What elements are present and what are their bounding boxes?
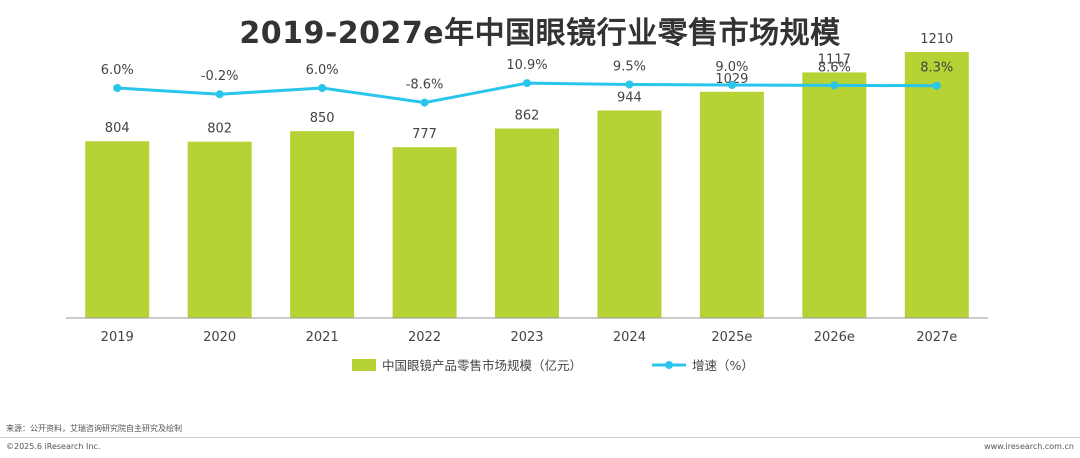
bar-value-label: 1210 — [920, 32, 953, 47]
chart-title: 2019-2027e年中国眼镜行业零售市场规模 — [239, 16, 841, 51]
bar-value-label: 802 — [207, 122, 232, 137]
chart-canvas: 804 2019 802 2020 850 2021 777 2022 862 2023 944 20… — [66, 32, 988, 373]
x-tick-label: 2019 — [101, 330, 134, 345]
growth-value-label: -8.6% — [406, 78, 444, 93]
growth-value-label: 9.0% — [715, 60, 748, 75]
legend-swatch-bars — [352, 359, 376, 371]
growth-point — [215, 90, 224, 99]
bar-value-label: 1029 — [715, 72, 748, 87]
copyright: ©2025.6 iResearch Inc. — [6, 442, 101, 451]
growth-value-label: 6.0% — [101, 63, 134, 78]
x-tick-label: 2020 — [203, 330, 236, 345]
source-note: 来源：公开资料，艾瑞咨询研究院自主研究及绘制 — [6, 424, 182, 433]
growth-value-label: 6.0% — [306, 63, 339, 78]
growth-point — [727, 81, 736, 89]
x-tick-label: 2022 — [408, 330, 441, 345]
bar — [597, 110, 662, 319]
legend-label-bars: 中国眼镜产品零售市场规模（亿元） — [382, 358, 582, 373]
legend-swatch-marker — [665, 361, 673, 369]
x-tick-label: 2027e — [916, 330, 957, 345]
x-tick-label: 2026e — [814, 330, 855, 345]
legend-label-line: 增速（%） — [692, 358, 754, 373]
bar-value-label: 850 — [310, 111, 335, 126]
x-tick-label: 2021 — [306, 330, 339, 345]
bar — [495, 128, 559, 318]
x-tick-label: 2024 — [613, 330, 646, 345]
growth-point — [625, 80, 634, 89]
growth-point — [318, 84, 327, 92]
footer-divider — [0, 437, 1080, 438]
growth-point — [523, 79, 531, 88]
growth-value-label: 9.5% — [613, 60, 646, 75]
growth-value-label: 8.3% — [920, 61, 953, 76]
growth-value-label: 8.6% — [818, 60, 851, 75]
bar — [699, 91, 764, 318]
growth-point — [932, 81, 941, 90]
bar-value-label: 1117 — [818, 52, 851, 67]
bar — [187, 141, 252, 318]
growth-point — [830, 81, 839, 90]
bar-value-label: 777 — [412, 127, 437, 142]
bar — [392, 147, 457, 318]
bar-value-label: 944 — [617, 90, 642, 105]
bar — [85, 141, 150, 318]
growth-point — [420, 98, 429, 107]
x-tick-label: 2025e — [711, 330, 752, 345]
bar — [904, 51, 969, 318]
bar-value-label: 804 — [105, 121, 130, 136]
growth-value-label: 10.9% — [506, 58, 547, 73]
x-tick-label: 2023 — [510, 330, 543, 345]
bar — [290, 131, 355, 318]
bar-value-label: 862 — [515, 108, 540, 123]
website-url: www.iresearch.com.cn — [984, 442, 1074, 451]
growth-value-label: -0.2% — [201, 69, 239, 84]
growth-point — [113, 84, 122, 92]
bar — [802, 72, 867, 318]
